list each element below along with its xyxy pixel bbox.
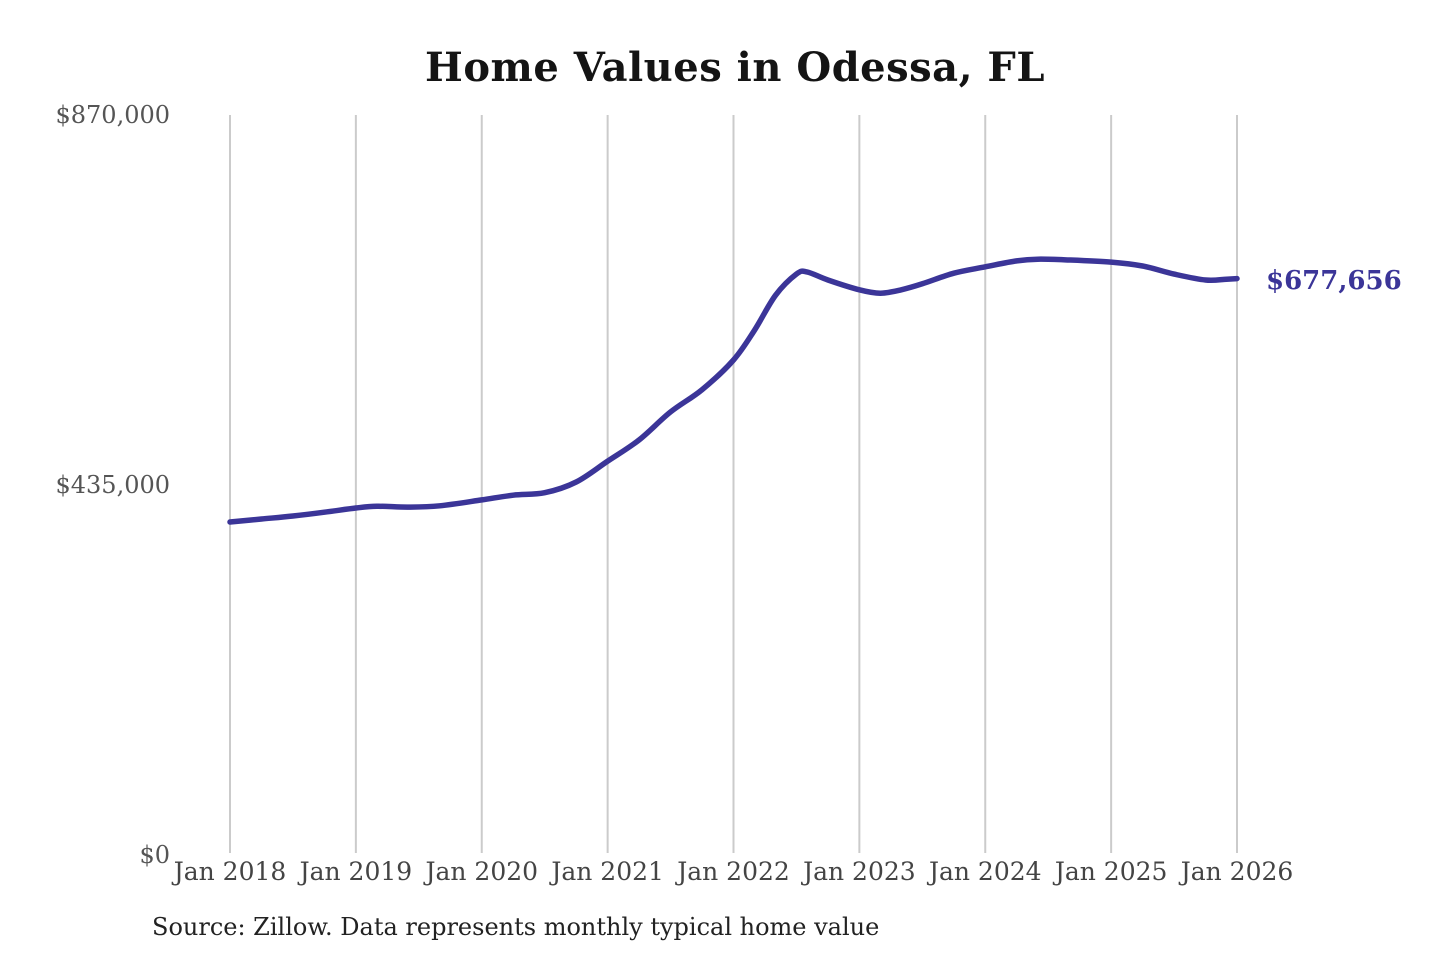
x-axis-tick-label: Jan 2019: [299, 857, 413, 886]
gridlines: [229, 115, 1238, 853]
x-axis-tick-label: Jan 2018: [173, 857, 287, 886]
x-axis-tick-label: Jan 2023: [803, 857, 916, 886]
x-axis-tick-label: Jan 2022: [677, 857, 790, 886]
x-axis-tick-label: Jan 2024: [928, 857, 1042, 886]
x-axis-tick-label: Jan 2021: [551, 857, 664, 886]
y-axis-tick-label: $435,000: [55, 471, 170, 499]
y-axis-tick-label: $0: [139, 841, 170, 869]
y-axis-tick-label: $870,000: [55, 101, 170, 129]
x-axis-tick-label: Jan 2020: [425, 857, 539, 886]
home-value-line: [227, 256, 1240, 525]
current-value-label: $677,656: [1266, 266, 1402, 296]
chart-title: Home Values in Odessa, FL: [425, 44, 1045, 91]
source-note: Source: Zillow. Data represents monthly …: [152, 913, 880, 941]
x-axis-tick-label: Jan 2025: [1054, 857, 1168, 886]
x-axis-tick-label: Jan 2026: [1180, 857, 1294, 886]
